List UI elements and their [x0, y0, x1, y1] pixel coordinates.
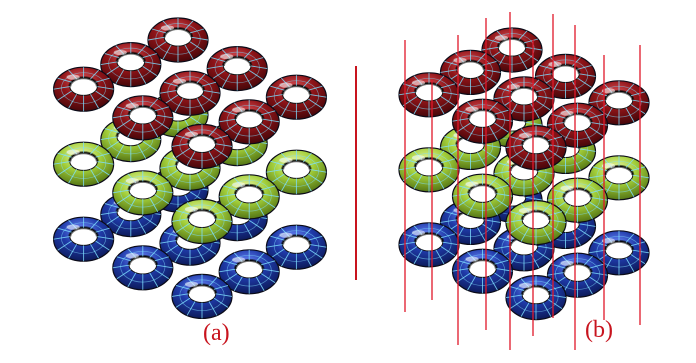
green-torus	[505, 200, 567, 246]
red-torus	[112, 95, 174, 141]
panel-a-label: (a)	[203, 320, 230, 346]
green-torus	[112, 170, 174, 216]
green-torus	[52, 141, 115, 187]
green-torus	[451, 173, 514, 219]
red-torus	[52, 66, 115, 112]
red-layer	[52, 17, 327, 169]
red-torus	[100, 41, 162, 88]
panel-divider	[355, 66, 357, 280]
red-torus	[398, 72, 460, 118]
green-torus	[398, 147, 460, 193]
blue-torus	[171, 273, 233, 319]
blue-torus	[218, 249, 280, 295]
blue-torus	[52, 216, 115, 262]
panel-b-label: (b)	[585, 317, 613, 343]
red-torus	[218, 99, 280, 145]
red-torus	[171, 123, 233, 169]
blue-torus	[265, 224, 327, 270]
blue-torus	[112, 245, 174, 291]
red-layer	[398, 27, 650, 171]
red-torus	[546, 102, 609, 148]
panel-b-figure	[398, 12, 650, 350]
blue-torus	[398, 222, 460, 268]
red-torus	[265, 74, 327, 120]
red-torus	[451, 98, 514, 144]
blue-torus	[451, 248, 514, 294]
red-torus	[147, 17, 209, 63]
red-torus	[206, 45, 268, 92]
blue-torus	[505, 275, 567, 321]
panel-a-figure	[52, 17, 327, 319]
red-torus	[159, 70, 221, 116]
green-torus	[265, 149, 327, 195]
green-torus	[171, 198, 233, 244]
red-torus	[505, 125, 567, 171]
green-torus	[218, 174, 280, 220]
